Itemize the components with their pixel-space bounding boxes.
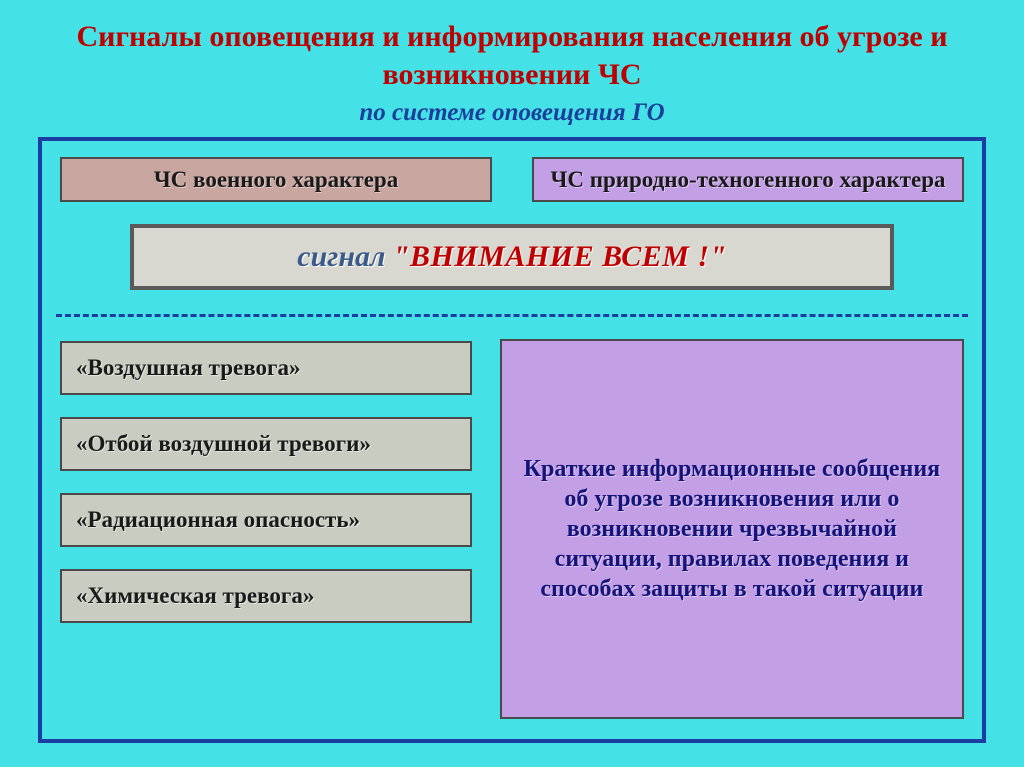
bottom-row: «Воздушная тревога» «Отбой воздушной тре…: [60, 339, 964, 719]
alert-air-raid-cancel: «Отбой воздушной тревоги»: [60, 417, 472, 471]
alert-radiation: «Радиационная опасность»: [60, 493, 472, 547]
alert-air-raid: «Воздушная тревога»: [60, 341, 472, 395]
alert-chemical: «Химическая тревога»: [60, 569, 472, 623]
category-military: ЧС военного характера: [60, 157, 492, 202]
main-title: Сигналы оповещения и информирования насе…: [38, 18, 986, 93]
page-root: Сигналы оповещения и информирования насе…: [0, 0, 1024, 767]
outer-frame: ЧС военного характера ЧС природно-техног…: [38, 137, 986, 743]
category-row: ЧС военного характера ЧС природно-техног…: [60, 157, 964, 202]
alerts-column: «Воздушная тревога» «Отбой воздушной тре…: [60, 339, 472, 719]
info-box: Краткие информационные сообщения об угро…: [500, 339, 964, 719]
category-natural: ЧС природно-техногенного характера: [532, 157, 964, 202]
subtitle: по системе оповещения ГО: [38, 99, 986, 127]
signal-prefix: сигнал: [297, 240, 393, 273]
signal-box: сигнал "ВНИМАНИЕ ВСЕМ !": [130, 224, 894, 290]
signal-main: "ВНИМАНИЕ ВСЕМ !": [393, 240, 727, 273]
dashed-separator: [56, 314, 968, 317]
